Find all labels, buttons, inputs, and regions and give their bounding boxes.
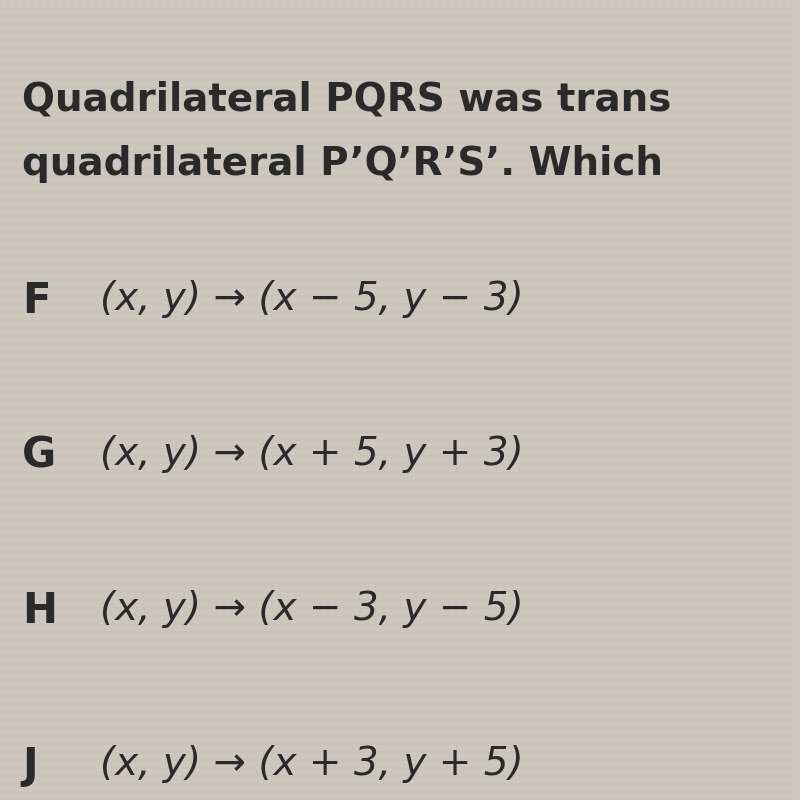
Text: quadrilateral P’Q’R’S’. Which: quadrilateral P’Q’R’S’. Which xyxy=(22,145,677,183)
Text: (x, y) → (x + 3, y + 5): (x, y) → (x + 3, y + 5) xyxy=(100,745,524,783)
Text: Quadrilateral PQRS was trans: Quadrilateral PQRS was trans xyxy=(22,80,671,118)
Text: (x, y) → (x + 5, y + 3): (x, y) → (x + 5, y + 3) xyxy=(100,435,524,473)
Text: (x, y) → (x − 3, y − 5): (x, y) → (x − 3, y − 5) xyxy=(100,590,524,628)
Text: G: G xyxy=(22,435,56,477)
Text: H: H xyxy=(22,590,57,632)
Text: F: F xyxy=(22,280,50,322)
Text: (x, y) → (x − 5, y − 3): (x, y) → (x − 5, y − 3) xyxy=(100,280,524,318)
Text: J: J xyxy=(22,745,38,787)
